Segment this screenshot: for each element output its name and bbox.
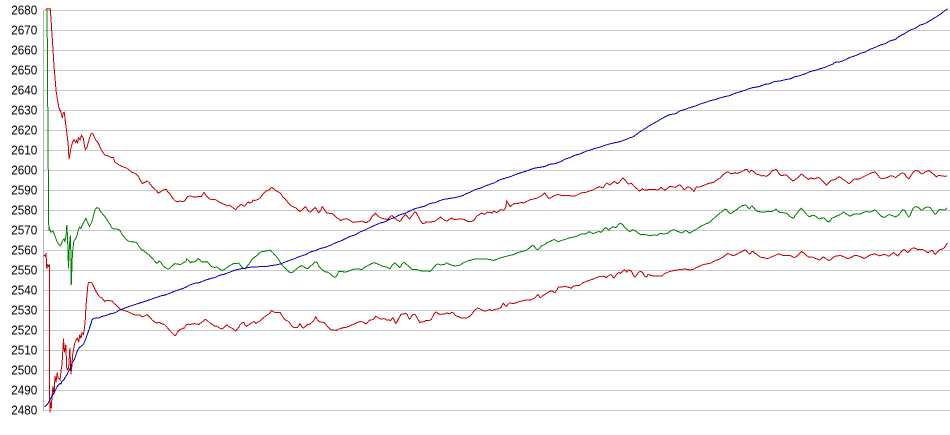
svg-text:2500: 2500	[11, 363, 37, 377]
svg-text:2600: 2600	[11, 163, 37, 177]
svg-text:2640: 2640	[11, 83, 37, 97]
svg-text:2570: 2570	[11, 223, 37, 237]
svg-text:2670: 2670	[11, 23, 37, 37]
svg-text:2590: 2590	[11, 183, 37, 197]
svg-text:2480: 2480	[11, 403, 37, 417]
svg-text:2530: 2530	[11, 303, 37, 317]
svg-text:2680: 2680	[11, 3, 37, 17]
svg-text:2610: 2610	[11, 143, 37, 157]
svg-text:2650: 2650	[11, 63, 37, 77]
svg-text:2660: 2660	[11, 43, 37, 57]
svg-text:2510: 2510	[11, 343, 37, 357]
svg-text:2550: 2550	[11, 263, 37, 277]
svg-text:2540: 2540	[11, 283, 37, 297]
svg-text:2580: 2580	[11, 203, 37, 217]
svg-text:2520: 2520	[11, 323, 37, 337]
svg-text:2560: 2560	[11, 243, 37, 257]
svg-text:2630: 2630	[11, 103, 37, 117]
svg-text:2620: 2620	[11, 123, 37, 137]
svg-text:2490: 2490	[11, 383, 37, 397]
